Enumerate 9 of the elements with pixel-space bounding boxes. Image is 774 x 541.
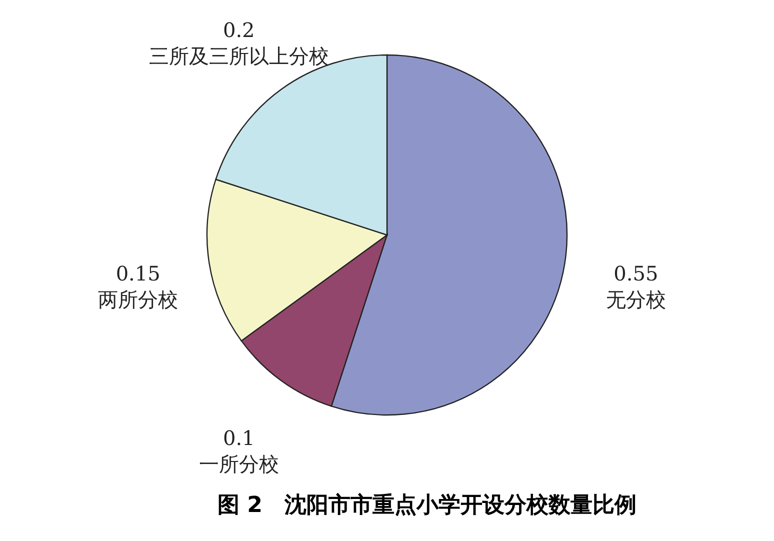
slice-label: 无分校 [606, 287, 666, 312]
slice-label: 两所分校 [98, 287, 178, 312]
data-label: 0.15 [116, 261, 160, 286]
text: 图 2 沈阳市市重点小学开设分校数量比例 [218, 492, 636, 518]
data-label: 0.1 [222, 426, 255, 450]
data-label: 0.55 [614, 261, 658, 286]
slice-label: 三所及三所以上分校 [148, 44, 329, 68]
slice-label: 一所分校 [198, 452, 279, 476]
data-label: 0.2 [222, 18, 255, 42]
